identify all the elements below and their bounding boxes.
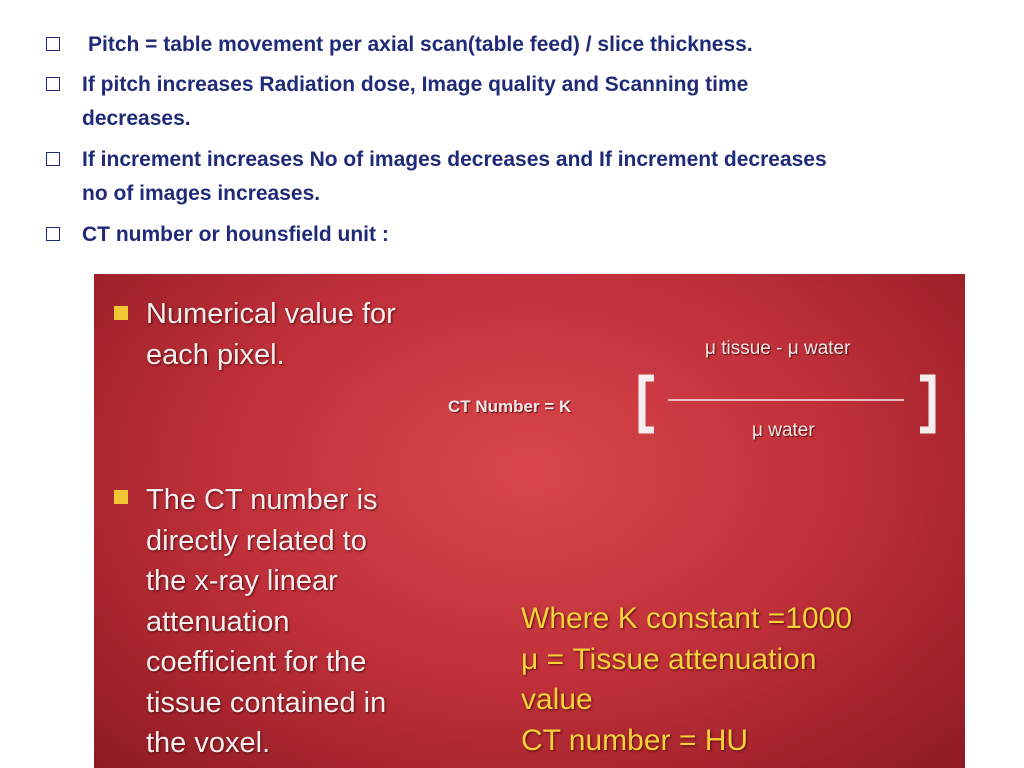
bullet: CT number or hounsfield unit : xyxy=(46,218,389,252)
point-text: Numerical value for xyxy=(146,298,396,330)
point-text: each pixel. xyxy=(146,338,285,371)
formula-denominator: μ water xyxy=(752,420,815,441)
note-text: CT number = HU xyxy=(521,723,749,757)
bullet-text: If pitch increases Radiation dose, Image… xyxy=(82,73,749,96)
point: Numerical value for each pixel. xyxy=(146,294,396,375)
bullet-text: Pitch = table movement per axial scan(ta… xyxy=(88,33,753,56)
note-text: μ = Tissue attenuation xyxy=(521,642,817,676)
bullet: If increment increases No of images decr… xyxy=(46,143,827,211)
note-text: Where K constant =1000 xyxy=(521,602,853,635)
bullet-text: If increment increases No of images decr… xyxy=(82,148,827,171)
formula-numerator: μ tissue - μ water xyxy=(705,338,851,359)
point-text: directly related to xyxy=(146,524,367,557)
point-text: the x-ray linear xyxy=(146,565,338,597)
point: The CT number is directly related to the… xyxy=(146,480,386,764)
point-text: tissue contained in xyxy=(146,686,387,719)
point-text: attenuation xyxy=(146,605,290,638)
note-text: value xyxy=(521,683,593,716)
bullet-text: CT number or hounsfield unit : xyxy=(82,223,389,246)
left-bracket xyxy=(638,374,654,434)
point-text: The CT number is xyxy=(146,484,378,516)
notes: Where K constant =1000 μ = Tissue attenu… xyxy=(521,599,852,761)
bullet: Pitch = table movement per axial scan(ta… xyxy=(46,28,753,62)
point-text: coefficient for the xyxy=(146,646,367,678)
formula-brackets xyxy=(638,374,936,434)
formula-lhs: CT Number = K xyxy=(448,397,572,416)
right-bracket xyxy=(920,374,936,434)
point-text: the voxel. xyxy=(146,727,271,759)
ct-image: Numerical value for each pixel. The CT n… xyxy=(94,274,965,768)
bullet: If pitch increases Radiation dose, Image… xyxy=(46,68,748,136)
bullet-text: decreases. xyxy=(82,107,191,130)
bullet-marker xyxy=(114,490,128,504)
bullet-marker xyxy=(114,306,128,320)
bullet-text: no of images increases. xyxy=(82,182,321,205)
